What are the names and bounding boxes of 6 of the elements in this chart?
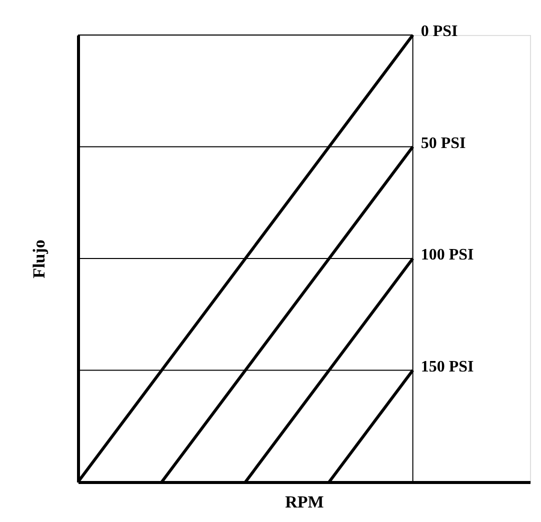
x-axis-title: RPM xyxy=(285,492,324,512)
y-axis-title: Flujo xyxy=(30,240,48,278)
series-label: 150 PSI xyxy=(420,358,474,376)
series-label: 50 PSI xyxy=(420,134,466,152)
series-label: 100 PSI xyxy=(420,246,474,264)
series-label: 0 PSI xyxy=(420,23,458,40)
